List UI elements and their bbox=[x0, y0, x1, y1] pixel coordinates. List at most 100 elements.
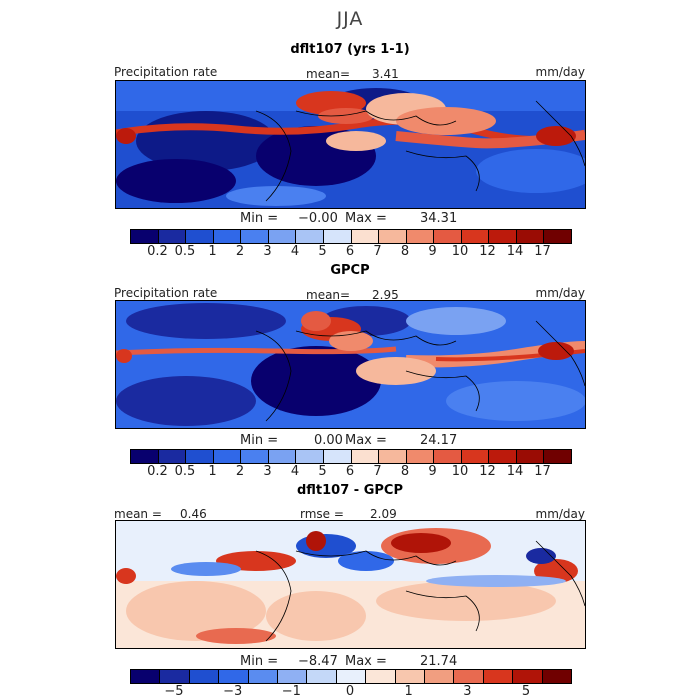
colorbar-swatch bbox=[461, 230, 490, 243]
colorbar-swatch bbox=[379, 450, 407, 463]
colorbar-tick-label: 6 bbox=[345, 464, 355, 479]
panel-3-rmse-value: 2.09 bbox=[370, 507, 397, 521]
panel-3-mean-value: 0.46 bbox=[180, 507, 207, 521]
colorbar-swatch bbox=[323, 230, 352, 243]
panel-1-min-label: Min = bbox=[240, 211, 279, 226]
panel-2-max-label: Max = bbox=[345, 433, 387, 448]
colorbar-tick-label: 10 bbox=[451, 464, 469, 479]
colorbar-swatch bbox=[131, 670, 161, 683]
panel-1-map bbox=[115, 80, 586, 209]
colorbar-swatch bbox=[516, 450, 545, 463]
colorbar-swatch bbox=[406, 230, 435, 243]
colorbar-tick-label: 14 bbox=[506, 244, 524, 259]
colorbar-swatch bbox=[186, 450, 214, 463]
colorbar-tick-label: 12 bbox=[479, 464, 496, 479]
colorbar-swatch bbox=[160, 670, 190, 683]
colorbar-swatch bbox=[395, 670, 426, 683]
colorbar-swatch bbox=[351, 450, 380, 463]
colorbar-swatch bbox=[336, 670, 367, 683]
colorbar-swatch bbox=[213, 450, 242, 463]
colorbar-swatch bbox=[454, 670, 484, 683]
panel-1-max-value: 34.31 bbox=[420, 211, 458, 226]
panel-1-variable-label: Precipitation rate bbox=[114, 65, 218, 79]
colorbar-swatch bbox=[219, 670, 249, 683]
panel-3-map bbox=[115, 520, 586, 649]
colorbar-swatch bbox=[544, 450, 571, 463]
colorbar-swatch bbox=[425, 670, 455, 683]
colorbar-tick-label: 4 bbox=[290, 464, 300, 479]
colorbar-swatch bbox=[248, 670, 279, 683]
colorbar-tick-label: 1 bbox=[404, 684, 413, 699]
colorbar-swatch bbox=[131, 230, 159, 243]
colorbar-tick-label: 6 bbox=[345, 244, 355, 259]
panel-1-mean-label: mean= bbox=[306, 67, 351, 81]
figure-title: JJA bbox=[336, 8, 364, 30]
colorbar-tick-label: 1 bbox=[208, 464, 217, 479]
panel-1-mean-value: 3.41 bbox=[372, 67, 399, 81]
colorbar-swatch bbox=[189, 670, 220, 683]
panel-3-max-label: Max = bbox=[345, 654, 387, 669]
colorbar-tick-label: 5 bbox=[521, 684, 531, 699]
colorbar-swatch bbox=[158, 230, 187, 243]
panel-3-colorbar bbox=[130, 669, 572, 684]
colorbar-swatch bbox=[186, 230, 214, 243]
colorbar-swatch bbox=[241, 230, 269, 243]
colorbar-tick-label: 0.2 bbox=[147, 464, 168, 479]
colorbar-swatch bbox=[544, 230, 571, 243]
panel-3-max-value: 21.74 bbox=[420, 654, 458, 669]
colorbar-tick-label: 12 bbox=[479, 244, 496, 259]
colorbar-tick-label: 0.2 bbox=[147, 244, 168, 259]
colorbar-tick-label: 7 bbox=[373, 244, 382, 259]
colorbar-tick-label: 2 bbox=[235, 464, 245, 479]
colorbar-tick-label: 5 bbox=[318, 464, 327, 479]
panel-1-units: mm/day bbox=[535, 65, 586, 79]
colorbar-tick-label: 17 bbox=[534, 464, 551, 479]
colorbar-tick-label: 2 bbox=[235, 244, 245, 259]
panel-1-min-value: −0.00 bbox=[298, 211, 338, 226]
panel-2-colorbar-ticks: 0.2 0.5 1 2 3 4 5 6 7 8 9 10 12 14 17 bbox=[0, 464, 700, 480]
colorbar-tick-label: 0.5 bbox=[174, 244, 196, 259]
colorbar-swatch bbox=[213, 230, 242, 243]
panel-1-colorbar-ticks: 0.2 0.5 1 2 3 4 5 6 7 8 9 10 12 14 17 bbox=[0, 244, 700, 260]
colorbar-swatch bbox=[513, 670, 543, 683]
panel-3-min-value: −8.47 bbox=[298, 654, 338, 669]
panel-1-map-field bbox=[116, 81, 585, 208]
colorbar-swatch bbox=[489, 230, 517, 243]
colorbar-swatch bbox=[241, 450, 269, 463]
colorbar-swatch bbox=[434, 450, 462, 463]
panel-3-map-field bbox=[116, 521, 585, 648]
colorbar-swatch bbox=[489, 450, 517, 463]
panel-1-max-label: Max = bbox=[345, 211, 387, 226]
colorbar-swatch bbox=[323, 450, 352, 463]
colorbar-tick-label: −1 bbox=[281, 684, 301, 699]
colorbar-tick-label: 7 bbox=[373, 464, 382, 479]
colorbar-swatch bbox=[366, 670, 396, 683]
colorbar-tick-label: 9 bbox=[428, 464, 437, 479]
panel-3-colorbar-ticks: −5 −3 −1 0 1 3 5 bbox=[0, 684, 700, 700]
colorbar-swatch bbox=[307, 670, 337, 683]
colorbar-swatch bbox=[296, 450, 324, 463]
panel-3-title: dflt107 - GPCP bbox=[296, 483, 403, 498]
colorbar-tick-label: 4 bbox=[290, 244, 300, 259]
colorbar-tick-label: 0.5 bbox=[174, 464, 196, 479]
colorbar-tick-label: 17 bbox=[534, 244, 551, 259]
colorbar-swatch bbox=[351, 230, 380, 243]
panel-2-title: GPCP bbox=[330, 263, 370, 278]
panel-2-max-value: 24.17 bbox=[420, 433, 458, 448]
panel-2-map-field bbox=[116, 301, 585, 428]
colorbar-tick-label: 8 bbox=[400, 244, 410, 259]
colorbar-swatch bbox=[296, 230, 324, 243]
colorbar-tick-label: −5 bbox=[164, 684, 184, 699]
panel-2-mean-label: mean= bbox=[306, 288, 351, 302]
panel-2-colorbar bbox=[130, 449, 572, 464]
colorbar-swatch bbox=[268, 230, 297, 243]
colorbar-tick-label: 9 bbox=[428, 244, 437, 259]
colorbar-tick-label: 10 bbox=[451, 244, 469, 259]
colorbar-swatch bbox=[542, 670, 572, 683]
colorbar-tick-label: −3 bbox=[223, 684, 243, 699]
colorbar-tick-label: 3 bbox=[263, 464, 272, 479]
panel-2-units: mm/day bbox=[535, 286, 586, 300]
colorbar-swatch bbox=[379, 230, 407, 243]
colorbar-swatch bbox=[406, 450, 435, 463]
colorbar-tick-label: 14 bbox=[506, 464, 524, 479]
